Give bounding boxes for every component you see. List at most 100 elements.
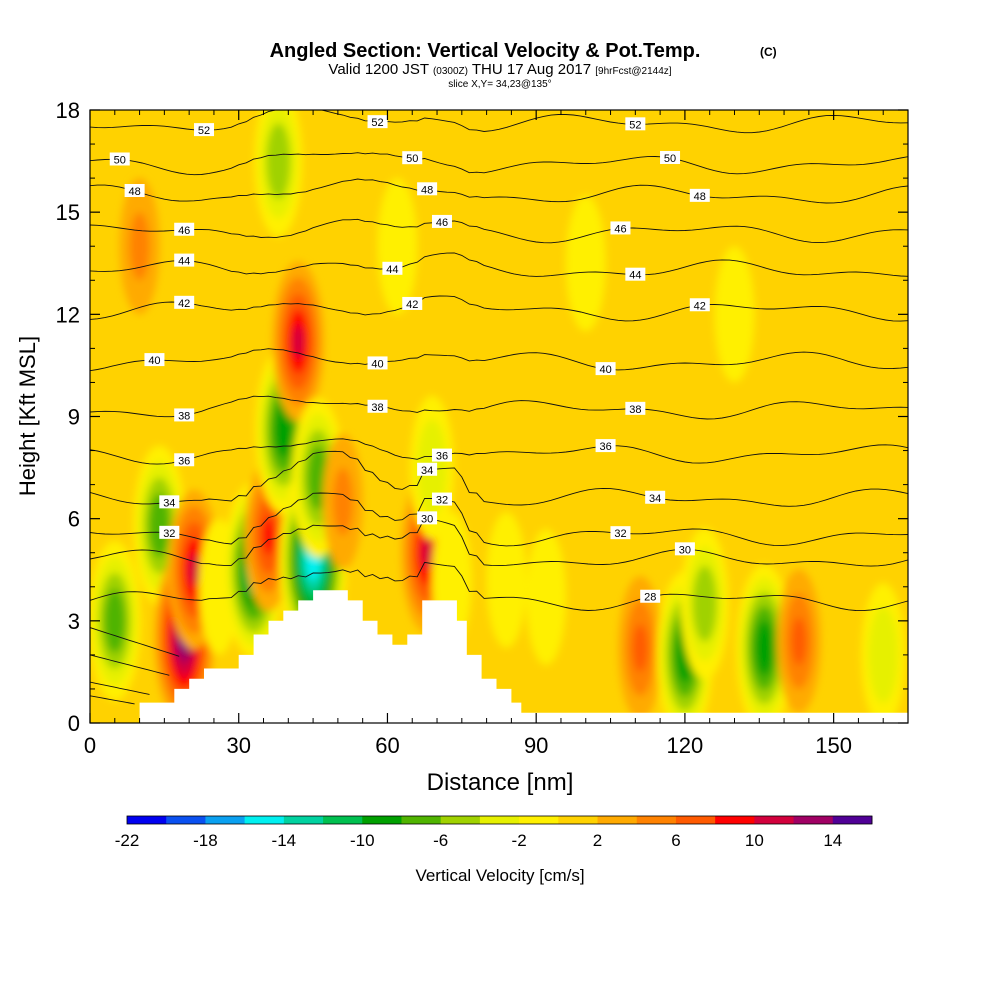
velocity-cell bbox=[332, 467, 353, 536]
isentrope-label-box bbox=[610, 221, 631, 235]
isentrope-label-box bbox=[174, 408, 195, 422]
isentrope-label: 34 bbox=[163, 497, 175, 509]
y-tick-label: 12 bbox=[56, 302, 80, 327]
isentrope-lines bbox=[90, 110, 908, 705]
isentrope-label-box bbox=[431, 448, 452, 462]
x-axis-label: Distance [nm] bbox=[427, 769, 574, 796]
low-level-contour bbox=[90, 681, 150, 695]
colorbar-swatch bbox=[323, 816, 363, 824]
colorbar-swatch bbox=[558, 816, 598, 824]
velocity-cell bbox=[791, 617, 807, 666]
colorbar-tick-label: 6 bbox=[671, 831, 680, 850]
colorbar-swatch bbox=[205, 816, 246, 824]
isentrope-label: 40 bbox=[371, 358, 383, 370]
colorbar-tick-label: -14 bbox=[272, 831, 297, 850]
x-tick-label: 30 bbox=[226, 733, 250, 758]
isentrope-label: 44 bbox=[629, 270, 641, 282]
chart-title: Angled Section: Vertical Velocity & Pot.… bbox=[270, 40, 701, 62]
y-tick-label: 6 bbox=[68, 507, 80, 532]
slice-info: slice X,Y= 34,23@135° bbox=[448, 79, 551, 90]
colorbar-swatch bbox=[715, 816, 755, 824]
isentrope-label: 30 bbox=[679, 544, 691, 556]
isentrope-label: 38 bbox=[629, 404, 641, 416]
velocity-cell bbox=[575, 229, 596, 298]
isentrope-label-box bbox=[625, 401, 646, 415]
isentrope-label-box bbox=[595, 362, 616, 376]
isentrope-label-box bbox=[174, 222, 195, 236]
colorbar-frame bbox=[126, 815, 873, 825]
colorbar-swatch bbox=[166, 816, 206, 824]
isentrope-34 bbox=[90, 450, 908, 507]
velocity-cell bbox=[441, 545, 462, 614]
isentrope-label-box bbox=[660, 150, 681, 164]
velocity-cell bbox=[312, 461, 324, 494]
isentrope-label-box bbox=[595, 439, 616, 453]
terrain bbox=[90, 590, 908, 723]
x-tick-label: 90 bbox=[524, 733, 548, 758]
isentrope-label: 38 bbox=[178, 410, 190, 422]
velocity-cell bbox=[421, 536, 433, 569]
isentrope-label-box bbox=[174, 253, 195, 267]
colorbar-swatch bbox=[440, 816, 481, 824]
isentrope-label: 46 bbox=[178, 225, 190, 237]
velocity-cell bbox=[272, 142, 285, 181]
y-tick-label: 15 bbox=[56, 200, 80, 225]
isentrope-label-box bbox=[159, 495, 180, 509]
colorbar-swatch bbox=[793, 816, 834, 824]
colorbar-swatch bbox=[401, 816, 442, 824]
isentrope-40 bbox=[90, 348, 908, 372]
isentrope-36 bbox=[90, 438, 908, 465]
y-tick-label: 9 bbox=[68, 405, 80, 430]
isentrope-label-box bbox=[159, 525, 180, 539]
isentrope-30 bbox=[90, 517, 908, 567]
isentrope-label-box bbox=[625, 267, 646, 281]
y-tick-label: 18 bbox=[56, 98, 80, 123]
isentrope-label: 42 bbox=[178, 298, 190, 310]
isentrope-label: 46 bbox=[614, 223, 626, 235]
colorbar-tick-label: -22 bbox=[115, 831, 140, 850]
isentrope-label: 48 bbox=[421, 184, 433, 196]
isentrope-label-box bbox=[402, 151, 423, 165]
isentrope-32 bbox=[90, 492, 908, 547]
isentrope-44 bbox=[90, 252, 908, 277]
colorbar-tick-label: 14 bbox=[823, 831, 842, 850]
isentrope-46 bbox=[90, 218, 908, 244]
low-level-contour bbox=[90, 627, 180, 657]
isentrope-28 bbox=[90, 561, 908, 612]
isentrope-label: 48 bbox=[694, 191, 706, 203]
isentrope-label: 42 bbox=[406, 299, 418, 311]
isentrope-label-box bbox=[174, 295, 195, 309]
isentrope-label: 38 bbox=[371, 402, 383, 414]
isentrope-label: 52 bbox=[198, 125, 210, 137]
velocity-cell bbox=[724, 280, 745, 349]
velocity-cell bbox=[188, 553, 200, 586]
colorbar-swatch bbox=[675, 816, 716, 824]
isentrope-label: 30 bbox=[421, 513, 433, 525]
isentrope-label-box bbox=[689, 188, 710, 202]
colorbar: -22 -18 -14 -10 -6 -2 2 6 10 14 bbox=[115, 815, 873, 850]
isentrope-label-box bbox=[367, 399, 388, 413]
isentrope-label: 46 bbox=[436, 217, 448, 229]
isentrope-label: 32 bbox=[436, 495, 448, 507]
isentrope-label: 42 bbox=[694, 300, 706, 312]
low-level-contour bbox=[90, 654, 170, 676]
colorbar-swatch bbox=[479, 816, 520, 824]
isentrope-label: 34 bbox=[649, 493, 661, 505]
x-tick-label: 60 bbox=[375, 733, 399, 758]
isentrope-label: 50 bbox=[406, 153, 418, 165]
isentrope-label: 50 bbox=[664, 153, 676, 165]
colorbar-tick-label: -10 bbox=[350, 831, 375, 850]
velocity-cell bbox=[496, 545, 517, 614]
isentrope-label: 44 bbox=[178, 256, 190, 268]
y-tick-label: 0 bbox=[68, 711, 80, 736]
colorbar-label: Vertical Velocity [cm/s] bbox=[415, 866, 584, 885]
colorbar-swatch bbox=[127, 816, 167, 824]
isentrope-label: 40 bbox=[148, 355, 160, 367]
isentrope-label: 52 bbox=[371, 117, 383, 129]
isentrope-label: 32 bbox=[614, 528, 626, 540]
isentrope-label-box bbox=[124, 183, 145, 197]
isentrope-label: 28 bbox=[644, 592, 656, 604]
y-tick-label: 3 bbox=[68, 609, 80, 634]
x-tick-label: 150 bbox=[815, 733, 852, 758]
